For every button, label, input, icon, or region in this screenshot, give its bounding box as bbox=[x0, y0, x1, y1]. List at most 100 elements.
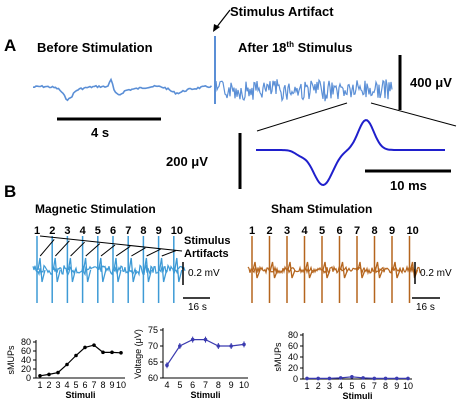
data-point bbox=[350, 375, 354, 379]
x-tick-label: 9 bbox=[229, 380, 234, 390]
panel-b-label: B bbox=[4, 182, 16, 201]
stim-number: 4 bbox=[80, 225, 87, 237]
y-tick-label: 60 bbox=[288, 341, 298, 351]
data-point bbox=[92, 343, 96, 347]
y-tick-label: 60 bbox=[148, 373, 158, 383]
y-tick-label: 80 bbox=[288, 330, 298, 340]
x-tick-label: 8 bbox=[100, 380, 105, 390]
stim-number: 2 bbox=[267, 225, 273, 237]
x-tick-label: 7 bbox=[203, 380, 208, 390]
data-point bbox=[338, 376, 343, 380]
sham-stimulation-title: Sham Stimulation bbox=[271, 202, 372, 216]
stim-number: 3 bbox=[284, 225, 290, 237]
data-point bbox=[316, 376, 321, 381]
stim-number: 10 bbox=[171, 225, 183, 237]
stim-number: 1 bbox=[34, 225, 40, 237]
x-tick-label: 10 bbox=[239, 380, 249, 390]
x-tick-label: 6 bbox=[361, 381, 366, 391]
stim-number: 7 bbox=[354, 225, 360, 237]
stim-number: 8 bbox=[372, 225, 378, 237]
artifact-pointer bbox=[115, 245, 131, 257]
artifact-pointer-lines bbox=[39, 235, 183, 257]
time-scale-label-sham: 16 s bbox=[416, 302, 435, 313]
data-point bbox=[110, 350, 114, 355]
data-point bbox=[361, 376, 365, 380]
artifact-arrow-head bbox=[213, 24, 220, 32]
y-tick-label: 70 bbox=[148, 341, 158, 351]
evoked-response bbox=[339, 261, 349, 279]
evoked-response bbox=[82, 257, 92, 283]
data-point bbox=[383, 376, 388, 381]
x-tick-label: 3 bbox=[327, 381, 332, 391]
magnetic-emg-trace bbox=[32, 236, 186, 303]
sham-emg-trace bbox=[247, 236, 422, 303]
x-tick-label: 8 bbox=[216, 380, 221, 390]
artifact-pointer bbox=[161, 250, 176, 257]
stimulus-artifacts-label-1: Stimulus bbox=[184, 235, 230, 247]
x-axis-label: Stimuli bbox=[190, 390, 220, 400]
stim-number: 6 bbox=[110, 225, 116, 237]
data-point bbox=[65, 362, 69, 367]
data-point bbox=[203, 337, 208, 342]
evoked-response bbox=[143, 257, 153, 283]
stim-number: 10 bbox=[407, 225, 419, 237]
stim-number: 6 bbox=[337, 225, 343, 237]
stim-number: 9 bbox=[156, 225, 162, 237]
x-tick-label: 4 bbox=[64, 380, 69, 390]
evoked-response bbox=[357, 261, 366, 279]
evoked-response bbox=[252, 261, 261, 279]
stim-number: 5 bbox=[95, 225, 101, 237]
x-tick-label: 9 bbox=[109, 380, 114, 390]
magnetic-stim-numbers: 1 2 3 4 5 6 7 8 9 10 bbox=[34, 225, 183, 237]
zoom-line-right bbox=[370, 102, 457, 127]
stim-number: 2 bbox=[49, 225, 55, 237]
amp-scale-label-a: 400 μV bbox=[410, 75, 452, 90]
time-scale-label-a: 4 s bbox=[91, 125, 109, 140]
zoom-amp-scale-label: 200 μV bbox=[166, 154, 208, 169]
data-point bbox=[305, 376, 309, 381]
panel-a-label: A bbox=[4, 36, 16, 55]
artifact-arrow-line bbox=[215, 9, 231, 29]
amp-scale-label-mag: 0.2 mV bbox=[188, 268, 220, 279]
series-line bbox=[166, 339, 245, 366]
evoked-response bbox=[287, 261, 296, 279]
x-tick-label: 4 bbox=[164, 380, 169, 390]
x-tick-label: 1 bbox=[304, 381, 309, 391]
data-point bbox=[56, 370, 60, 375]
evoked-response bbox=[304, 261, 314, 279]
chart-magnetic-voltage: 60 65 70 75 4 5 6 7 8 9 10 Stimuli Voltage (μV) bbox=[133, 325, 249, 400]
x-tick-label: 4 bbox=[338, 381, 343, 391]
evoked-response bbox=[374, 261, 384, 279]
artifact-pointer bbox=[55, 240, 70, 257]
x-tick-label: 5 bbox=[177, 380, 182, 390]
x-tick-label: 1 bbox=[37, 380, 42, 390]
y-axis-label: sMUPs bbox=[273, 342, 283, 371]
y-tick-label: 20 bbox=[21, 364, 31, 374]
after-stimulus-label: After 18th Stimulus bbox=[238, 40, 353, 55]
artifact-pointer bbox=[131, 247, 146, 257]
evoked-response bbox=[37, 257, 46, 283]
zoom-time-scale-label: 10 ms bbox=[390, 178, 427, 193]
series-line bbox=[39, 344, 122, 377]
data-point bbox=[372, 376, 377, 381]
series-line bbox=[307, 376, 408, 379]
data-point bbox=[229, 344, 233, 348]
x-tick-label: 9 bbox=[394, 381, 399, 391]
data-point bbox=[242, 342, 246, 347]
x-tick-label: 5 bbox=[73, 380, 78, 390]
evoked-response bbox=[113, 257, 122, 283]
stimulus-artifact-label: Stimulus Artifact bbox=[230, 4, 334, 19]
x-axis-label: Stimuli bbox=[342, 391, 372, 401]
y-tick-label: 20 bbox=[288, 363, 298, 373]
evoked-response bbox=[392, 261, 401, 279]
data-point bbox=[190, 337, 195, 342]
evoked-response bbox=[98, 257, 107, 283]
artifact-pointer bbox=[70, 241, 85, 257]
y-tick-label: 0 bbox=[293, 374, 298, 384]
x-tick-label: 6 bbox=[190, 380, 195, 390]
stim-number: 1 bbox=[249, 225, 255, 237]
data-point bbox=[327, 376, 332, 381]
artifact-pointer-main bbox=[39, 235, 183, 252]
